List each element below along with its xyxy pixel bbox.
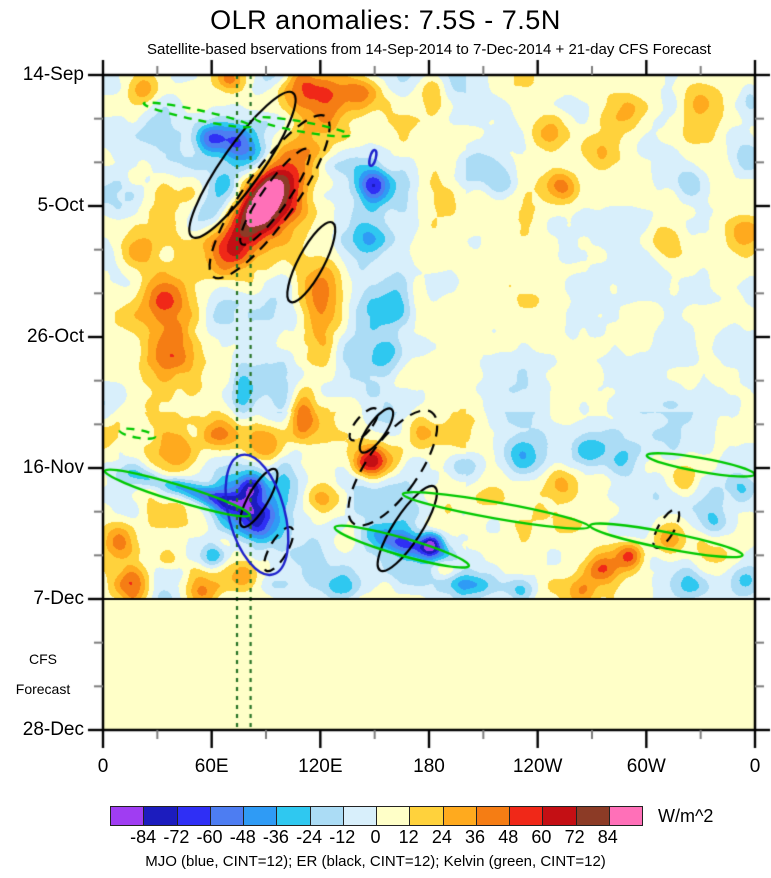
y-tick-label: 5-Oct xyxy=(37,195,84,216)
wave-legend: MJO (blue, CINT=12); ER (black, CINT=12)… xyxy=(145,853,606,870)
y-tick-label: 26-Oct xyxy=(26,326,84,347)
y-tick-label: 16-Nov xyxy=(22,457,84,478)
y-tick-label: 7-Dec xyxy=(33,588,84,609)
colorbar-segment xyxy=(276,807,310,825)
colorbar-tick-label: 60 xyxy=(531,827,552,847)
colorbar-segment xyxy=(442,807,476,825)
colorbar-segment xyxy=(542,807,576,825)
colorbar-tick-label: 48 xyxy=(498,827,519,847)
colorbar-tick-label: -72 xyxy=(163,827,190,847)
colorbar-segment xyxy=(209,807,243,825)
colorbar-tick-label: 84 xyxy=(597,827,618,847)
colorbar-tick-label: 24 xyxy=(431,827,452,847)
colorbar-tick-label: -36 xyxy=(262,827,289,847)
colorbar-segment xyxy=(309,807,343,825)
colorbar-tick-label: -84 xyxy=(130,827,157,847)
chart-title: OLR anomalies: 7.5S - 7.5N xyxy=(210,5,561,35)
colorbar-tick-label: -60 xyxy=(196,827,223,847)
colorbar-segment xyxy=(509,807,543,825)
forecast-label: CFS Forecast xyxy=(0,651,86,697)
colorbar xyxy=(110,806,643,826)
x-tick-label: 180 xyxy=(413,756,445,777)
colorbar-segment xyxy=(409,807,443,825)
colorbar-segment xyxy=(575,807,609,825)
colorbar-tick-label: 0 xyxy=(370,827,381,847)
colorbar-segment xyxy=(608,807,642,825)
x-tick-label: 120W xyxy=(512,756,563,777)
chart-subtitle: Satellite-based bservations from 14-Sep-… xyxy=(146,41,712,58)
colorbar-tick-label: 36 xyxy=(465,827,486,847)
x-tick-label: 120E xyxy=(298,756,343,777)
forecast-label-line1: CFS xyxy=(29,651,57,667)
colorbar-segment xyxy=(243,807,277,825)
colorbar-tick-label: 72 xyxy=(564,827,585,847)
x-tick-label: 0 xyxy=(97,756,109,777)
x-tick-label: 60W xyxy=(626,756,666,777)
colorbar-segment xyxy=(376,807,410,825)
colorbar-tick-label: -12 xyxy=(329,827,356,847)
y-tick-label: 28-Dec xyxy=(22,719,84,740)
colorbar-segment xyxy=(143,807,177,825)
colorbar-segment xyxy=(342,807,376,825)
colorbar-units-label: W/m^2 xyxy=(658,806,714,826)
colorbar-segment xyxy=(475,807,509,825)
x-tick-label: 60E xyxy=(194,756,229,777)
colorbar-tick-label: -24 xyxy=(296,827,323,847)
x-tick-label: 0 xyxy=(749,756,761,777)
colorbar-segment xyxy=(111,807,144,825)
y-tick-label: 14-Sep xyxy=(22,64,84,85)
forecast-label-line2: Forecast xyxy=(15,681,71,697)
hovmoller-plot-canvas xyxy=(0,0,771,800)
colorbar-tick-label: 12 xyxy=(398,827,419,847)
colorbar-tick-label: -48 xyxy=(229,827,256,847)
colorbar-segment xyxy=(176,807,210,825)
